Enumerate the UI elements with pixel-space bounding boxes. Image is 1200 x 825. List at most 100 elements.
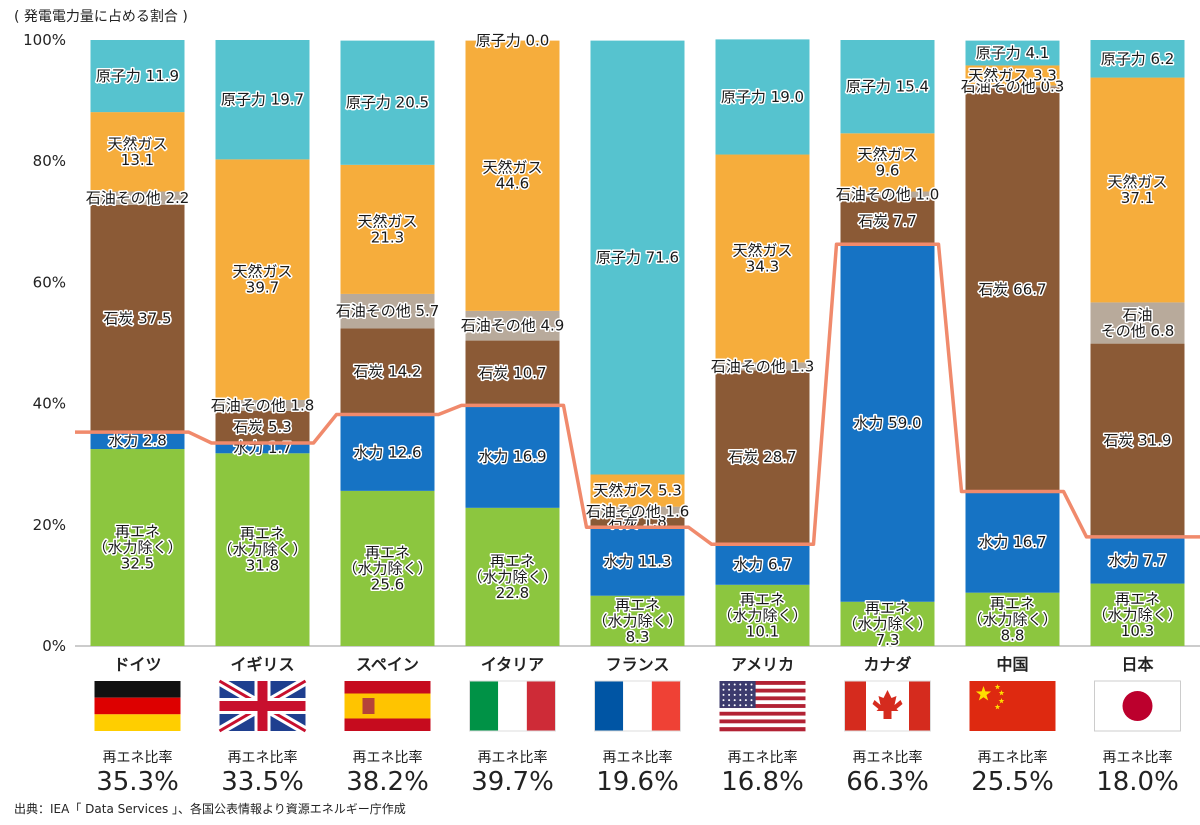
flag-part <box>719 681 806 686</box>
coal-segment-label: 石炭 31.9 <box>1103 431 1171 449</box>
star <box>722 693 725 696</box>
hydro-segment-label: 水力 16.7 <box>978 533 1046 551</box>
renewable-ratio-value: 33.5% <box>221 767 304 797</box>
hydro-bar-segment <box>340 414 435 491</box>
renewable-ratio-label: 再エネ比率 <box>978 749 1048 766</box>
flag-part <box>969 681 1056 731</box>
star <box>739 699 742 702</box>
renewable-bar-segment <box>715 584 810 646</box>
canton <box>719 681 756 708</box>
renewable-ratio-value: 38.2% <box>346 767 429 797</box>
renewable-ratio-label: 再エネ比率 <box>853 749 923 766</box>
gas-segment-label: 天然ガス 13.1 <box>107 135 167 169</box>
renewable-segment-label: 再エネ（水力除く） 8.8 <box>967 594 1057 644</box>
nuclear-segment-label: 原子力 15.4 <box>846 78 929 96</box>
renewable-ratio-value: 18.0% <box>1096 767 1179 797</box>
renewable-bar-segment <box>590 595 685 646</box>
hydro-bar-segment <box>715 544 810 585</box>
gas-bar-segment <box>215 159 310 400</box>
sun-disc <box>1122 691 1153 721</box>
gas-bar-segment <box>465 40 560 311</box>
coal-segment-label: 石炭 5.3 <box>233 418 292 436</box>
renewable-ratio-value: 39.7% <box>471 767 554 797</box>
category-label: アメリカ <box>731 655 794 674</box>
y-tick-label: 60% <box>33 273 66 291</box>
nuclear-bar-segment <box>90 40 185 113</box>
flag-part <box>719 692 806 697</box>
category-label: ドイツ <box>113 655 161 674</box>
renewable-segment-label: 再エネ（水力除く） 31.8 <box>217 525 307 575</box>
hydro-segment-label: 水力 16.9 <box>478 448 546 466</box>
renewable-ratio-label: 再エネ比率 <box>603 749 673 766</box>
gas-segment-label: 天然ガス 9.6 <box>857 145 917 179</box>
renewable-ratio-label: 再エネ比率 <box>228 749 298 766</box>
coal-bar-segment <box>215 410 310 443</box>
oil-bar-segment <box>1090 302 1185 344</box>
star <box>728 704 731 707</box>
star <box>744 683 747 686</box>
oil-bar-segment <box>965 85 1060 88</box>
source-note: 出典：IEA「 Data Services 」、各国公表情報より資源エネルギー庁… <box>14 802 406 816</box>
renewable-ratio-value: 66.3% <box>846 767 929 797</box>
flag-border <box>594 680 681 732</box>
star <box>722 704 725 707</box>
hydro-segment-label: 水力 59.0 <box>853 414 921 432</box>
star <box>722 688 725 691</box>
nuclear-bar-segment <box>1090 40 1185 78</box>
flag-border <box>844 680 931 732</box>
star <box>744 699 747 702</box>
renewable-bar-segment <box>340 490 435 646</box>
segment-labels: 再エネ（水力除く） 32.5 水力 2.8 石炭 37.5 石油その他 2.2 天然ガス 1… <box>84 30 1184 650</box>
flag-part <box>719 700 806 705</box>
flag-border <box>469 680 556 732</box>
star <box>722 683 725 686</box>
coal-segment-label: 石炭 66.7 <box>978 280 1046 298</box>
oil-segment-label: 石油その他 1.3 <box>711 357 815 375</box>
gas-segment-label: 天然ガス 44.6 <box>482 159 542 193</box>
category-label: フランス <box>606 655 670 674</box>
star-icon <box>994 684 1001 690</box>
flag-part <box>651 681 681 731</box>
star <box>728 699 731 702</box>
flag-part <box>719 684 806 689</box>
oil-bar-segment <box>590 506 685 517</box>
hydro-bar-segment <box>90 432 185 450</box>
coal-segment-label: 石炭 10.7 <box>478 364 546 382</box>
nuclear-segment-label: 原子力 20.5 <box>346 94 429 112</box>
oil-bar-segment <box>840 191 935 198</box>
star <box>744 693 747 696</box>
hydro-bar-segment <box>965 491 1060 593</box>
oil-bar-segment <box>340 293 435 329</box>
nuclear-segment-label: 原子力 71.6 <box>596 249 679 267</box>
y-tick-label: 80% <box>33 152 66 170</box>
flag-part <box>344 718 431 731</box>
renewable-bar-segment <box>840 601 935 646</box>
category-label: イタリア <box>481 655 544 674</box>
flag-part <box>219 701 306 711</box>
hydro-bar-segment <box>465 405 560 508</box>
oil-segment-label: 石油その他 2.2 <box>86 189 190 207</box>
renewable-ratio-label: 再エネ比率 <box>1103 749 1173 766</box>
oil-segment-label: 石油その他 6.8 <box>1101 306 1175 340</box>
flag-part <box>94 714 181 731</box>
renewable-ratio-value: 25.5% <box>971 767 1054 797</box>
renewable-segment-label: 再エネ（水力除く） 10.1 <box>717 590 807 640</box>
flag-part <box>719 711 806 716</box>
hydro-segment-label: 水力 12.6 <box>353 444 421 462</box>
coal-bar-segment <box>715 370 810 545</box>
star <box>750 699 753 702</box>
star <box>750 683 753 686</box>
bar-segments <box>90 39 1185 646</box>
category-label: 日本 <box>1121 655 1153 674</box>
chart-title: ( 発電電力量に占める割合 ) <box>14 9 188 25</box>
coat-of-arms <box>362 698 375 714</box>
coal-bar-segment <box>1090 343 1185 537</box>
nuclear-bar-segment <box>965 40 1060 66</box>
renewable-segment-label: 再エネ（水力除く） 25.6 <box>342 543 432 593</box>
gas-segment-label: 天然ガス 3.3 <box>968 66 1057 84</box>
nuclear-segment-label: 原子力 11.9 <box>96 67 179 85</box>
nuclear-bar-segment <box>840 40 935 134</box>
renewable-ratio-label: 再エネ比率 <box>353 749 423 766</box>
coal-bar-segment <box>965 87 1060 492</box>
flag-part <box>498 681 527 731</box>
